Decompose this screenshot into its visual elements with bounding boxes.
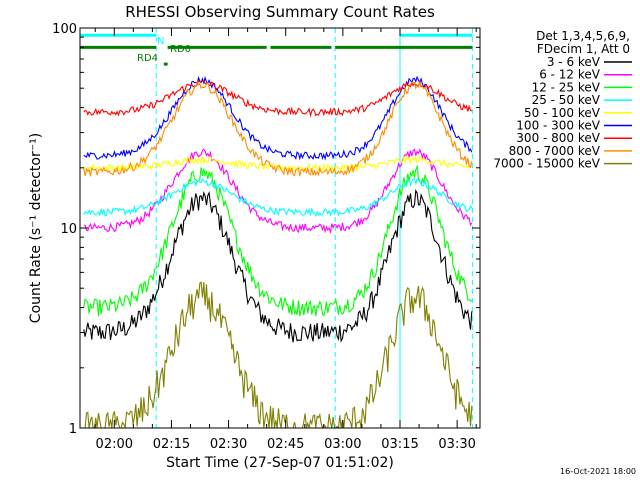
y-tick-label: 100 [52,22,77,37]
series-trace-7 [83,80,472,118]
flag-label-n: N [157,36,164,47]
plot-frame [79,27,481,429]
legend-label-7: 300 - 800 keV [516,131,600,145]
x-tick-label: 02:00 [96,437,133,452]
legend-label-8: 800 - 7000 keV [509,144,601,158]
x-tick-label: 03:00 [324,437,361,452]
y-tick-label: 1 [69,422,77,437]
series-trace-4 [83,177,473,218]
series-trace-9 [83,281,473,430]
x-tick-label: 03:15 [381,437,418,452]
x-tick-label: 02:30 [210,437,247,452]
flag-label-rd4: RD4 [137,53,158,64]
flag-label-rd0: RD0 [170,44,191,55]
legend-label-4: 25 - 50 keV [532,93,601,107]
legend-label-6: 100 - 300 keV [516,119,600,133]
chart-title: RHESSI Observing Summary Count Rates [125,3,435,21]
series-trace-3 [83,164,473,317]
y-tick-label: 10 [60,222,77,237]
x-axis: 02:00 02:15 02:30 02:45 03:00 03:15 03:30 [94,28,477,452]
legend-label-5: 50 - 100 keV [524,106,601,120]
legend-label-9: 7000 - 15000 keV [493,157,600,171]
series-trace-5 [83,154,473,174]
plot-area: N RD0 RD4 [79,28,473,430]
series-trace-2 [83,148,473,235]
legend-label-1: 3 - 6 keV [547,55,601,69]
legend-label-3: 12 - 25 keV [532,80,601,94]
detector-info-line-1: Det 1,3,4,5,6,9, [536,29,630,43]
footer-timestamp: 16-Oct-2021 18:00 [560,467,636,476]
x-tick-label: 03:30 [438,437,475,452]
legend-label-2: 6 - 12 keV [539,68,601,82]
x-tick-label: 02:15 [153,437,190,452]
x-axis-label: Start Time (27-Sep-07 01:51:02) [166,455,394,471]
x-tick-label: 02:45 [267,437,304,452]
y-axis: 1 10 100 [52,22,480,437]
detector-info-line-2: FDecim 1, Att 0 [537,42,630,56]
series-trace-1 [83,188,473,343]
y-axis-label: Count Rate (s⁻¹ detector⁻¹) [28,133,44,323]
series-trace-8 [83,80,473,177]
series-trace-6 [83,75,473,161]
